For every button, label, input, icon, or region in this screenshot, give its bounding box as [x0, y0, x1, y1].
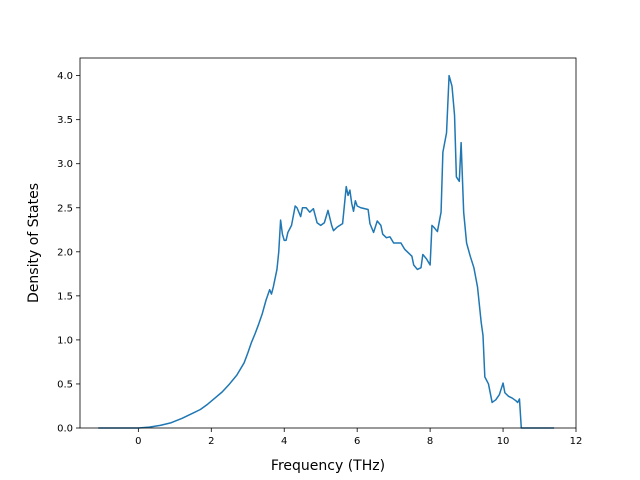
x-tick-label: 10: [497, 436, 510, 447]
x-tick-label: 4: [281, 436, 287, 447]
y-axis-label: Density of States: [26, 183, 42, 303]
y-tick-label: 2.0: [57, 247, 73, 258]
y-tick-label: 1.5: [57, 291, 73, 302]
y-tick-label: 3.0: [57, 159, 73, 170]
ticks-layer: 0 2 4 6 8 10 12 0.0 0.5 1.0 1.5 2.0 2.5 3.0 3.5 4.0: [57, 71, 582, 447]
x-tick-label: 6: [354, 436, 360, 447]
x-tick-label: 12: [570, 436, 583, 447]
y-tick-label: 1.0: [57, 335, 73, 346]
y-tick-label: 2.5: [57, 203, 73, 214]
y-tick-label: 4.0: [57, 71, 73, 82]
y-tick-label: 0.5: [57, 379, 73, 390]
y-tick-label: 3.5: [57, 115, 73, 126]
plot-frame: [79, 57, 577, 429]
x-tick-label: 2: [208, 436, 214, 447]
series-line: [98, 74, 555, 429]
x-tick-label: 0: [135, 436, 141, 447]
x-axis-label: Frequency (THz): [271, 458, 385, 474]
y-tick-label: 0.0: [57, 424, 73, 435]
x-tick-label: 8: [427, 436, 433, 447]
